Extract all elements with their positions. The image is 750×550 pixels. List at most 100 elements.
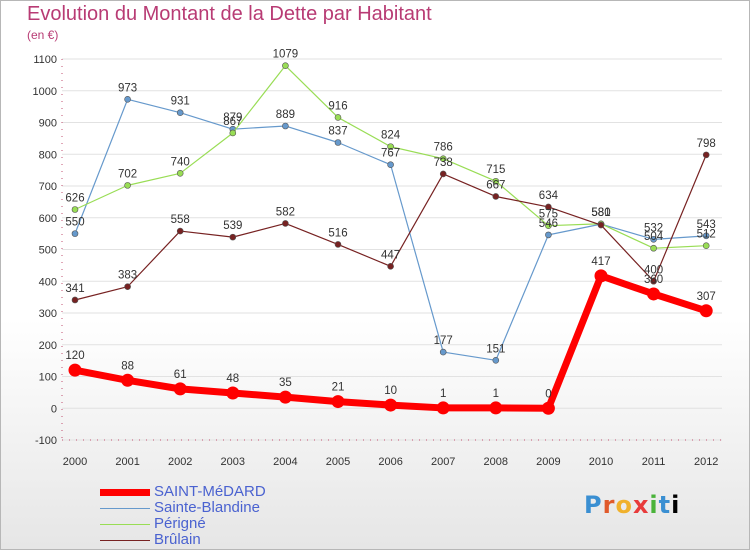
x-tick-label: 2001 <box>115 456 139 468</box>
data-point <box>647 287 661 301</box>
data-point <box>545 231 552 239</box>
data-point <box>545 203 552 211</box>
data-label: 88 <box>121 360 134 372</box>
y-tick-label: 1100 <box>33 54 57 66</box>
x-tick-label: 2008 <box>484 456 508 468</box>
data-label: 417 <box>591 256 610 268</box>
data-label: 581 <box>591 207 610 219</box>
legend-label-saint-medard: SAINT-MéDARD <box>154 483 266 500</box>
y-tick-label: -100 <box>35 435 57 447</box>
x-tick-label: 2000 <box>63 456 87 468</box>
data-point <box>334 241 342 248</box>
y-tick-label: 900 <box>39 118 57 130</box>
legend-swatch-perigne <box>100 524 150 525</box>
data-point <box>699 304 713 318</box>
data-point <box>387 161 394 169</box>
legend-swatch-brulain <box>100 540 150 541</box>
logo-letter: i <box>671 491 681 519</box>
data-label: 539 <box>223 220 242 232</box>
data-point <box>229 233 237 241</box>
x-tick-label: 2006 <box>378 456 402 468</box>
data-point <box>439 348 447 356</box>
data-point <box>436 401 450 415</box>
data-label: 512 <box>697 229 716 241</box>
y-tick-label: 1000 <box>33 86 57 98</box>
y-tick-label: 400 <box>39 276 57 288</box>
data-label: 558 <box>171 214 190 226</box>
data-label: 10 <box>384 385 397 397</box>
logo-letter: P <box>584 491 603 519</box>
data-point <box>334 114 342 121</box>
data-point <box>176 109 184 116</box>
data-label: 702 <box>118 168 137 180</box>
data-point <box>541 401 555 415</box>
data-label: 580 <box>591 207 610 219</box>
data-label: 447 <box>381 249 400 261</box>
data-label: 973 <box>118 82 137 94</box>
data-label: 582 <box>276 206 295 218</box>
legend-label-brulain: Brûlain <box>154 531 201 548</box>
data-point <box>334 139 342 146</box>
data-label: 61 <box>174 369 187 381</box>
data-label: 1 <box>440 388 446 400</box>
data-point <box>492 193 500 200</box>
data-point <box>71 230 79 237</box>
y-tick-label: 700 <box>39 181 57 193</box>
data-point <box>492 177 500 185</box>
data-label: 504 <box>644 231 664 243</box>
data-point <box>387 143 394 150</box>
data-label: 798 <box>697 138 716 150</box>
y-tick-label: 300 <box>39 308 57 320</box>
logo-letter: o <box>615 491 633 519</box>
data-point <box>124 283 131 290</box>
data-point <box>121 373 135 387</box>
data-point <box>439 170 447 178</box>
data-point <box>439 155 447 162</box>
data-label: 307 <box>697 291 716 303</box>
data-point <box>650 244 657 252</box>
data-label: 35 <box>279 377 292 389</box>
data-point <box>650 236 657 243</box>
data-label: 626 <box>65 192 84 204</box>
logo-letter: r <box>602 491 616 519</box>
legend-label-perigne: Périgné <box>154 515 206 532</box>
data-point <box>282 220 289 227</box>
data-label: 824 <box>381 130 401 142</box>
y-tick-label: 0 <box>51 403 57 415</box>
data-label: 48 <box>226 373 239 385</box>
data-point <box>282 122 289 130</box>
x-tick-label: 2012 <box>694 456 718 468</box>
data-point <box>594 269 608 283</box>
data-label: 740 <box>171 156 190 168</box>
data-label: 546 <box>539 218 558 230</box>
chart-unit: (en €) <box>27 28 59 42</box>
legend-swatch-saint-medard <box>100 489 150 496</box>
data-point <box>702 242 710 249</box>
x-tick-label: 2007 <box>431 456 455 468</box>
data-point <box>331 395 345 409</box>
y-tick-label: 500 <box>39 245 57 257</box>
y-tick-label: 200 <box>39 340 57 352</box>
data-point <box>229 129 237 137</box>
data-point <box>489 401 503 415</box>
data-label: 1079 <box>273 49 299 61</box>
x-tick-label: 2005 <box>326 456 350 468</box>
x-tick-label: 2011 <box>642 456 666 468</box>
data-label: 931 <box>171 96 190 108</box>
legend-swatch-sainte-blandine <box>100 508 150 509</box>
logo-letter: t <box>658 491 672 519</box>
data-point <box>384 398 398 412</box>
data-point <box>702 151 710 159</box>
x-tick-label: 2003 <box>221 456 245 468</box>
x-tick-label: 2004 <box>273 456 297 468</box>
data-label: 383 <box>118 270 137 282</box>
data-label: 21 <box>332 382 345 394</box>
data-label: 634 <box>539 190 559 202</box>
data-label: 341 <box>65 283 84 295</box>
chart-title: Evolution du Montant de la Dette par Hab… <box>27 3 432 25</box>
y-tick-label: 600 <box>39 213 57 225</box>
data-label: 667 <box>486 179 505 191</box>
data-point <box>71 206 79 213</box>
